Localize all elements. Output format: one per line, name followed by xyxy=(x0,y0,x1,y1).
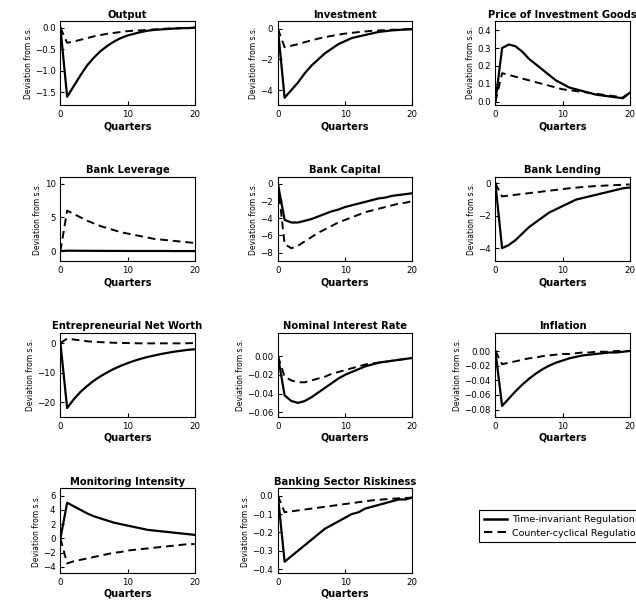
X-axis label: Quarters: Quarters xyxy=(538,433,587,443)
X-axis label: Quarters: Quarters xyxy=(321,433,370,443)
Title: Entrepreneurial Net Worth: Entrepreneurial Net Worth xyxy=(52,321,203,331)
X-axis label: Quarters: Quarters xyxy=(103,277,152,287)
Y-axis label: Deviation from s.s.: Deviation from s.s. xyxy=(453,339,462,411)
Y-axis label: Deviation from s.s.: Deviation from s.s. xyxy=(467,183,476,255)
X-axis label: Quarters: Quarters xyxy=(538,121,587,132)
Y-axis label: Deviation from s.s.: Deviation from s.s. xyxy=(241,494,250,567)
X-axis label: Quarters: Quarters xyxy=(538,277,587,287)
Title: Bank Capital: Bank Capital xyxy=(309,165,381,176)
Legend: Time-invariant Regulation, Counter-cyclical Regulation: Time-invariant Regulation, Counter-cycli… xyxy=(479,510,636,542)
Y-axis label: Deviation from s.s.: Deviation from s.s. xyxy=(24,27,32,99)
Y-axis label: Deviation from s.s.: Deviation from s.s. xyxy=(32,494,41,567)
Y-axis label: Deviation from s.s.: Deviation from s.s. xyxy=(34,183,43,255)
Y-axis label: Deviation from s.s.: Deviation from s.s. xyxy=(249,27,258,99)
X-axis label: Quarters: Quarters xyxy=(321,121,370,132)
Title: Bank Leverage: Bank Leverage xyxy=(86,165,169,176)
Y-axis label: Deviation from s.s.: Deviation from s.s. xyxy=(466,27,475,99)
X-axis label: Quarters: Quarters xyxy=(103,433,152,443)
X-axis label: Quarters: Quarters xyxy=(103,588,152,599)
Title: Output: Output xyxy=(107,10,148,20)
Y-axis label: Deviation from s.s.: Deviation from s.s. xyxy=(26,339,35,411)
Title: Nominal Interest Rate: Nominal Interest Rate xyxy=(283,321,407,331)
Title: Price of Investment Goods: Price of Investment Goods xyxy=(488,10,636,20)
Y-axis label: Deviation from s.s.: Deviation from s.s. xyxy=(249,183,258,255)
X-axis label: Quarters: Quarters xyxy=(321,588,370,599)
Y-axis label: Deviation from s.s.: Deviation from s.s. xyxy=(235,339,245,411)
Title: Inflation: Inflation xyxy=(539,321,586,331)
Title: Banking Sector Riskiness: Banking Sector Riskiness xyxy=(274,477,416,487)
Title: Monitoring Intensity: Monitoring Intensity xyxy=(70,477,185,487)
Title: Investment: Investment xyxy=(313,10,377,20)
X-axis label: Quarters: Quarters xyxy=(321,277,370,287)
Title: Bank Lending: Bank Lending xyxy=(524,165,601,176)
X-axis label: Quarters: Quarters xyxy=(103,121,152,132)
